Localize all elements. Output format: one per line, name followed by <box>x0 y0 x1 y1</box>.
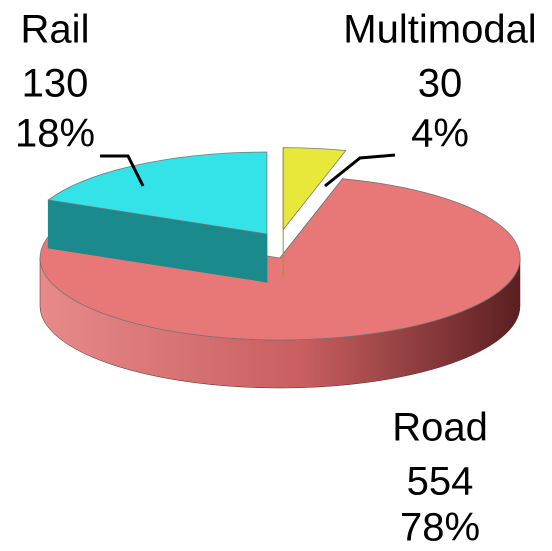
slice <box>47 151 268 235</box>
percent-label: 4% <box>411 112 469 156</box>
percent-label: 18% <box>15 112 95 156</box>
value-label: 130 <box>22 62 89 106</box>
value-label: 554 <box>407 460 474 504</box>
slice-label: Road <box>392 406 488 450</box>
value-label: 30 <box>418 62 463 106</box>
pie <box>39 147 521 389</box>
percent-label: 78% <box>400 506 480 550</box>
slice-label: Multimodal <box>343 8 536 52</box>
slice <box>282 147 347 231</box>
leader-line <box>324 153 396 188</box>
slice-label: Rail <box>21 8 90 52</box>
slice <box>39 178 521 341</box>
leader-line <box>100 154 145 187</box>
